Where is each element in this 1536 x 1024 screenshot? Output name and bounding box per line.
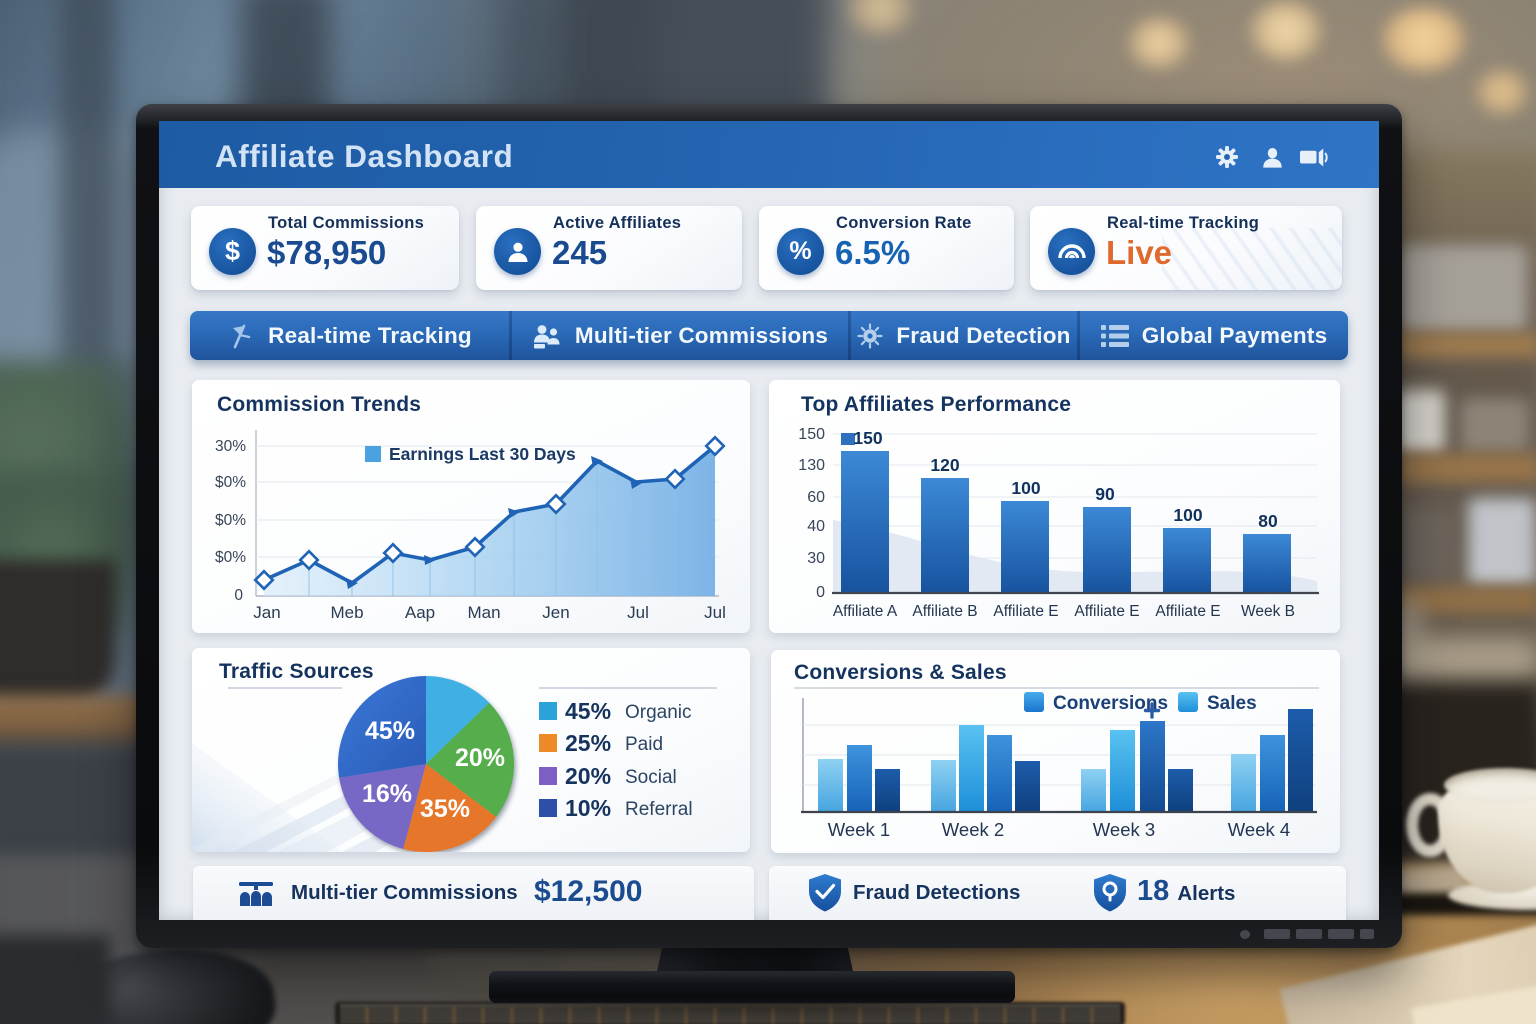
svg-text:Sales: Sales (1207, 693, 1257, 714)
svg-text:Aap: Aap (405, 603, 435, 622)
svg-text:130: 130 (798, 457, 825, 474)
svg-text:120: 120 (930, 455, 959, 475)
svg-text:Affiliate E: Affiliate E (993, 603, 1058, 620)
svg-text:45%: 45% (565, 698, 611, 724)
svg-text:150: 150 (853, 428, 882, 448)
svg-text:Paid: Paid (625, 734, 663, 755)
svg-text:20%: 20% (565, 763, 611, 789)
svg-text:$0%: $0% (215, 474, 246, 491)
svg-text:30%: 30% (215, 438, 246, 455)
svg-text:25%: 25% (565, 730, 611, 756)
svg-text:20%: 20% (455, 744, 505, 772)
svg-text:45%: 45% (365, 717, 415, 745)
svg-text:Week 1: Week 1 (828, 819, 890, 840)
svg-text:150: 150 (798, 426, 825, 443)
svg-text:Affiliate B: Affiliate B (912, 603, 977, 620)
svg-text:$0%: $0% (215, 549, 246, 566)
svg-text:Jan: Jan (253, 603, 280, 622)
svg-text:0: 0 (234, 587, 243, 604)
svg-text:Jul: Jul (627, 603, 649, 622)
svg-text:Organic: Organic (625, 702, 692, 723)
svg-text:Week 3: Week 3 (1093, 819, 1155, 840)
svg-text:16%: 16% (362, 780, 412, 808)
svg-text:Affiliate E: Affiliate E (1155, 603, 1220, 620)
svg-text:Referral: Referral (625, 799, 693, 820)
svg-text:Conversions: Conversions (1053, 693, 1168, 714)
svg-text:$0%: $0% (215, 512, 246, 529)
svg-text:Man: Man (467, 603, 500, 622)
svg-text:100: 100 (1011, 478, 1040, 498)
svg-text:100: 100 (1173, 505, 1202, 525)
svg-text:0: 0 (816, 584, 825, 601)
svg-text:Earnings Last 30 Days: Earnings Last 30 Days (389, 444, 576, 464)
svg-text:Jen: Jen (542, 603, 569, 622)
svg-text:30: 30 (807, 550, 825, 567)
svg-text:Affiliate A: Affiliate A (833, 603, 898, 620)
svg-text:Week B: Week B (1241, 603, 1295, 620)
svg-text:Week 2: Week 2 (942, 819, 1004, 840)
svg-text:Week 4: Week 4 (1228, 819, 1290, 840)
svg-text:80: 80 (1258, 511, 1278, 531)
svg-text:Jul: Jul (704, 603, 726, 622)
svg-text:10%: 10% (565, 795, 611, 821)
svg-text:Affiliate E: Affiliate E (1074, 603, 1139, 620)
svg-text:35%: 35% (420, 795, 470, 823)
svg-text:40: 40 (807, 518, 825, 535)
svg-text:Meb: Meb (330, 603, 363, 622)
svg-text:90: 90 (1095, 484, 1115, 504)
svg-text:60: 60 (807, 489, 825, 506)
svg-text:Social: Social (625, 767, 677, 788)
